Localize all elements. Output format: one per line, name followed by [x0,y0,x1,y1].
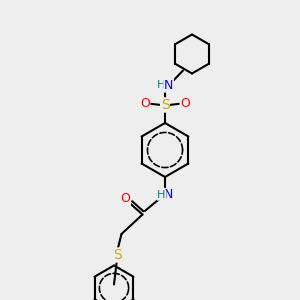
Text: H: H [157,190,166,200]
Text: H: H [157,80,166,91]
Text: O: O [121,192,130,206]
Text: O: O [180,97,190,110]
Text: N: N [164,188,173,202]
Text: S: S [160,98,169,112]
Text: N: N [164,79,173,92]
Text: S: S [112,248,122,262]
Text: O: O [140,97,150,110]
